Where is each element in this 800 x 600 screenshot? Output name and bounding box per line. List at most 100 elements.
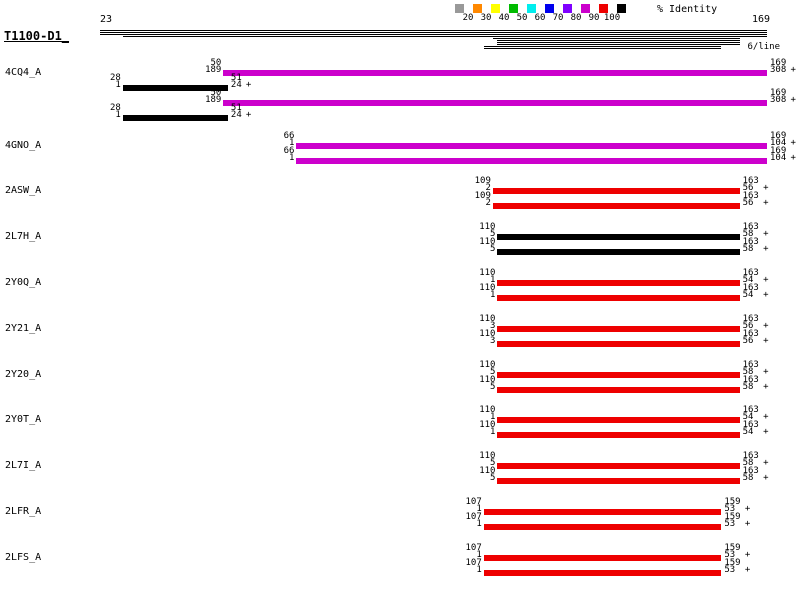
alignment-bar[interactable] [492, 188, 740, 194]
hit-name: 2Y21_A [5, 323, 42, 334]
legend-color-swatch [563, 4, 572, 13]
alignment-bar[interactable] [122, 115, 228, 121]
strand-label: + [245, 80, 252, 90]
alignment-bar[interactable] [223, 70, 767, 76]
hit-start-label: 1 [490, 290, 496, 300]
alignment-bar[interactable] [483, 524, 722, 530]
alignment-bar[interactable] [483, 555, 722, 561]
hit-end-label: 53 [724, 504, 736, 514]
coverage-line [100, 32, 767, 33]
query-end-label: 163 [742, 360, 759, 370]
query-end-label: 163 [742, 375, 759, 385]
query-end-label: 159 [724, 543, 741, 553]
legend-color-swatch [509, 4, 518, 13]
hit-name: 2L7I_A [5, 460, 42, 471]
hit-end-label: 54 [742, 427, 754, 437]
query-end-label: 159 [724, 512, 741, 522]
coverage-line [100, 30, 767, 31]
hit-end-label: 53 [724, 565, 736, 575]
legend-tick-label: 100 [603, 13, 621, 23]
hit-start-label: 5 [490, 473, 496, 483]
hit-start-label: 1 [476, 565, 482, 575]
strand-label: + [763, 183, 769, 193]
hit-start-label: 1 [289, 138, 295, 148]
query-end-label: 163 [742, 420, 759, 430]
hit-start-label: 1 [476, 550, 482, 560]
query-end-label: 169 [770, 58, 787, 68]
strand-label: + [763, 244, 769, 254]
query-start-label: 66 [283, 146, 295, 156]
strand-label: + [763, 275, 769, 285]
coverage-line [483, 46, 722, 47]
scale-start-label: 23 [100, 14, 113, 25]
alignment-bar[interactable] [497, 295, 740, 301]
query-start-label: 110 [479, 237, 496, 247]
alignment-bar[interactable] [497, 478, 740, 484]
query-start-label: 110 [479, 360, 496, 370]
query-start-label: 110 [479, 268, 496, 278]
alignment-bar[interactable] [497, 249, 740, 255]
hit-end-label: 54 [742, 290, 754, 300]
query-end-label: 159 [724, 497, 741, 507]
alignment-bar[interactable] [497, 326, 740, 332]
legend-color-swatch [473, 4, 482, 13]
hit-name: 2Y0T_A [5, 414, 42, 425]
alignment-bar[interactable] [483, 509, 722, 515]
legend-color-swatch [455, 4, 464, 13]
query-end-label: 163 [742, 222, 759, 232]
alignment-bar[interactable] [497, 341, 740, 347]
strand-label: + [744, 550, 751, 560]
alignment-bar[interactable] [497, 234, 740, 240]
legend-tick-label: 80 [570, 13, 582, 23]
query-end-label: 163 [742, 466, 759, 476]
legend-tick-label: 30 [480, 13, 492, 23]
alignment-bar[interactable] [497, 463, 740, 469]
hit-end-label: 308 [770, 95, 787, 105]
hit-end-label: 58 [742, 244, 754, 254]
strand-label: + [790, 153, 796, 163]
hit-start-label: 3 [490, 321, 496, 331]
query-end-label: 163 [742, 451, 759, 461]
alignment-bar[interactable] [122, 85, 228, 91]
legend-color-swatch [617, 4, 626, 13]
legend-color-swatch [581, 4, 590, 13]
query-start-label: 110 [479, 466, 496, 476]
hit-end-label: 58 [742, 473, 754, 483]
alignment-bar[interactable] [492, 203, 740, 209]
alignment-bar[interactable] [483, 570, 722, 576]
hit-name: 2LFR_A [5, 506, 42, 517]
query-start-label: 110 [479, 420, 496, 430]
alignment-bar[interactable] [497, 280, 740, 286]
hit-end-label: 56 [742, 198, 754, 208]
alignment-bar[interactable] [223, 100, 767, 106]
hit-end-label: 58 [742, 458, 754, 468]
hit-start-label: 5 [490, 367, 496, 377]
hit-name: 2LFS_A [5, 552, 42, 563]
alignment-bar[interactable] [497, 372, 740, 378]
alignment-bar[interactable] [497, 417, 740, 423]
alignment-bar[interactable] [497, 432, 740, 438]
hit-start-label: 5 [490, 458, 496, 468]
strand-label: + [763, 290, 769, 300]
query-start-label: 28 [109, 103, 121, 113]
strand-label: + [744, 565, 751, 575]
strand-label: + [744, 519, 751, 529]
query-end-label: 163 [742, 314, 759, 324]
scale-end-label: 169 [751, 14, 770, 25]
hit-end-label: 56 [742, 321, 754, 331]
coverage-line [122, 36, 767, 37]
query-end-label: 163 [742, 237, 759, 247]
legend-tick-label: 40 [498, 13, 510, 23]
strand-label: + [245, 110, 252, 120]
query-title: T1100-D1_ [4, 29, 70, 43]
query-start-label: 110 [479, 329, 496, 339]
alignment-bar[interactable] [296, 158, 767, 164]
alignment-bar[interactable] [296, 143, 767, 149]
query-start-label: 110 [479, 375, 496, 385]
legend-tick-label: 90 [588, 13, 600, 23]
alignment-bar[interactable] [497, 387, 740, 393]
query-end-label: 163 [742, 268, 759, 278]
hit-end-label: 104 [770, 153, 787, 163]
strand-label: + [763, 229, 769, 239]
hit-end-label: 58 [742, 367, 754, 377]
